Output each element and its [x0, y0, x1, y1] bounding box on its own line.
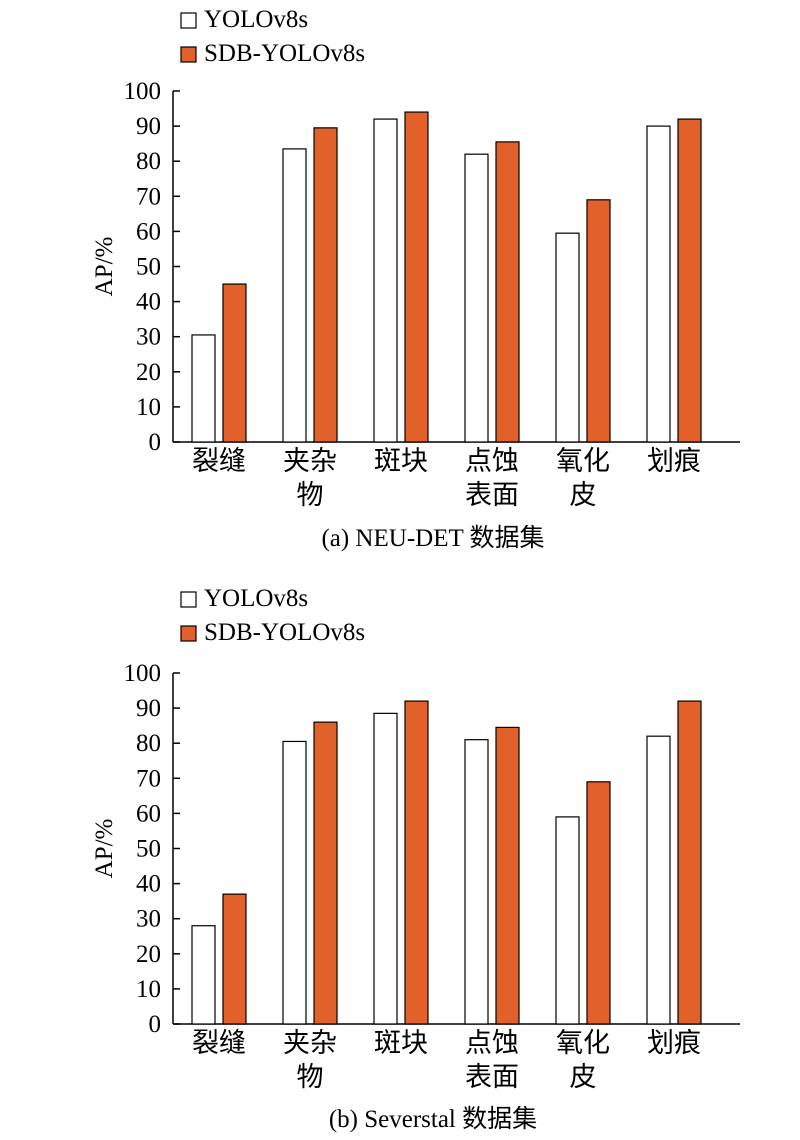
bar-sdb-yolov8s [586, 781, 611, 1025]
legend-label: SDB-YOLOv8s [204, 619, 365, 646]
x-category-label: 氧化 [556, 1028, 610, 1058]
bar-sdb-yolov8s [313, 721, 338, 1025]
y-tick-label: 80 [136, 730, 161, 757]
bar-sdb-yolov8s [495, 141, 520, 443]
bar-sdb-yolov8s [222, 893, 247, 1025]
y-tick-label: 10 [136, 394, 161, 421]
legend-label: YOLOv8s [204, 585, 308, 612]
bar-yolov8s [282, 148, 307, 443]
y-tick-label: 0 [149, 429, 162, 456]
x-category-label: 划痕 [647, 1028, 701, 1058]
bar-sdb-yolov8s [495, 726, 520, 1025]
chart-caption: (a) NEU-DET 数据集 [321, 524, 544, 552]
y-tick-label: 20 [136, 359, 161, 386]
chart-panel-2: YOLOv8s SDB-YOLOv8s 0 10 20 30 40 50 60 70 80 90 100… [91, 585, 740, 1133]
bar-yolov8s [464, 153, 489, 443]
y-tick-label: 70 [136, 183, 161, 210]
legend-swatch [180, 46, 197, 63]
x-category-label: 裂缝 [192, 1028, 246, 1058]
bar-yolov8s [282, 740, 307, 1025]
x-category-label: 物 [297, 1062, 324, 1092]
y-tick-label: 100 [124, 78, 162, 105]
legend-swatch [180, 12, 197, 29]
bar-sdb-yolov8s [677, 118, 702, 443]
y-axis-label: AP/% [91, 819, 118, 879]
bar-yolov8s [646, 125, 671, 443]
x-category-label: 表面 [465, 480, 519, 510]
bar-sdb-yolov8s [313, 127, 338, 443]
y-tick-label: 30 [136, 324, 161, 351]
x-category-label: 夹杂 [283, 446, 337, 476]
y-tick-label: 50 [136, 254, 161, 281]
bar-yolov8s [373, 712, 398, 1025]
legend-label: SDB-YOLOv8s [204, 40, 365, 67]
y-tick-label: 40 [136, 289, 161, 316]
chart-caption: (b) Severstal 数据集 [329, 1105, 537, 1133]
chart-panel-1: YOLOv8s SDB-YOLOv8s 0 10 20 30 40 50 60 70 80 90 100… [91, 6, 740, 552]
bar-sdb-yolov8s [222, 283, 247, 443]
y-tick-label: 40 [136, 871, 161, 898]
x-category-label: 氧化 [556, 446, 610, 476]
y-tick-label: 10 [136, 976, 161, 1003]
y-tick-label: 60 [136, 218, 161, 245]
y-tick-label: 80 [136, 148, 161, 175]
y-tick-label: 30 [136, 906, 161, 933]
bar-sdb-yolov8s [677, 700, 702, 1025]
bar-sdb-yolov8s [404, 111, 429, 443]
bar-sdb-yolov8s [586, 199, 611, 443]
y-tick-label: 60 [136, 800, 161, 827]
bar-yolov8s [555, 232, 580, 443]
y-tick-label: 0 [149, 1011, 162, 1038]
x-category-label: 表面 [465, 1062, 519, 1092]
y-axis-label: AP/% [91, 237, 118, 297]
bar-yolov8s [464, 739, 489, 1025]
y-tick-label: 20 [136, 941, 161, 968]
legend-swatch [180, 591, 197, 608]
x-category-label: 物 [297, 480, 324, 510]
y-tick-label: 90 [136, 113, 161, 140]
x-category-label: 皮 [570, 1062, 597, 1092]
bar-sdb-yolov8s [404, 700, 429, 1025]
bar-yolov8s [191, 925, 216, 1025]
legend-label: YOLOv8s [204, 6, 308, 33]
x-category-label: 裂缝 [192, 446, 246, 476]
y-tick-label: 90 [136, 695, 161, 722]
bar-yolov8s [646, 735, 671, 1025]
y-tick-label: 70 [136, 765, 161, 792]
x-category-label: 划痕 [647, 446, 701, 476]
y-tick-label: 100 [124, 660, 162, 687]
x-category-label: 夹杂 [283, 1028, 337, 1058]
x-category-label: 斑块 [374, 446, 428, 476]
legend-swatch [180, 625, 197, 642]
x-category-label: 斑块 [374, 1028, 428, 1058]
bar-yolov8s [555, 816, 580, 1025]
y-tick-label: 50 [136, 836, 161, 863]
x-category-label: 皮 [570, 480, 597, 510]
bar-yolov8s [191, 334, 216, 443]
bar-yolov8s [373, 118, 398, 443]
x-category-label: 点蚀 [465, 1028, 519, 1058]
x-category-label: 点蚀 [465, 446, 519, 476]
